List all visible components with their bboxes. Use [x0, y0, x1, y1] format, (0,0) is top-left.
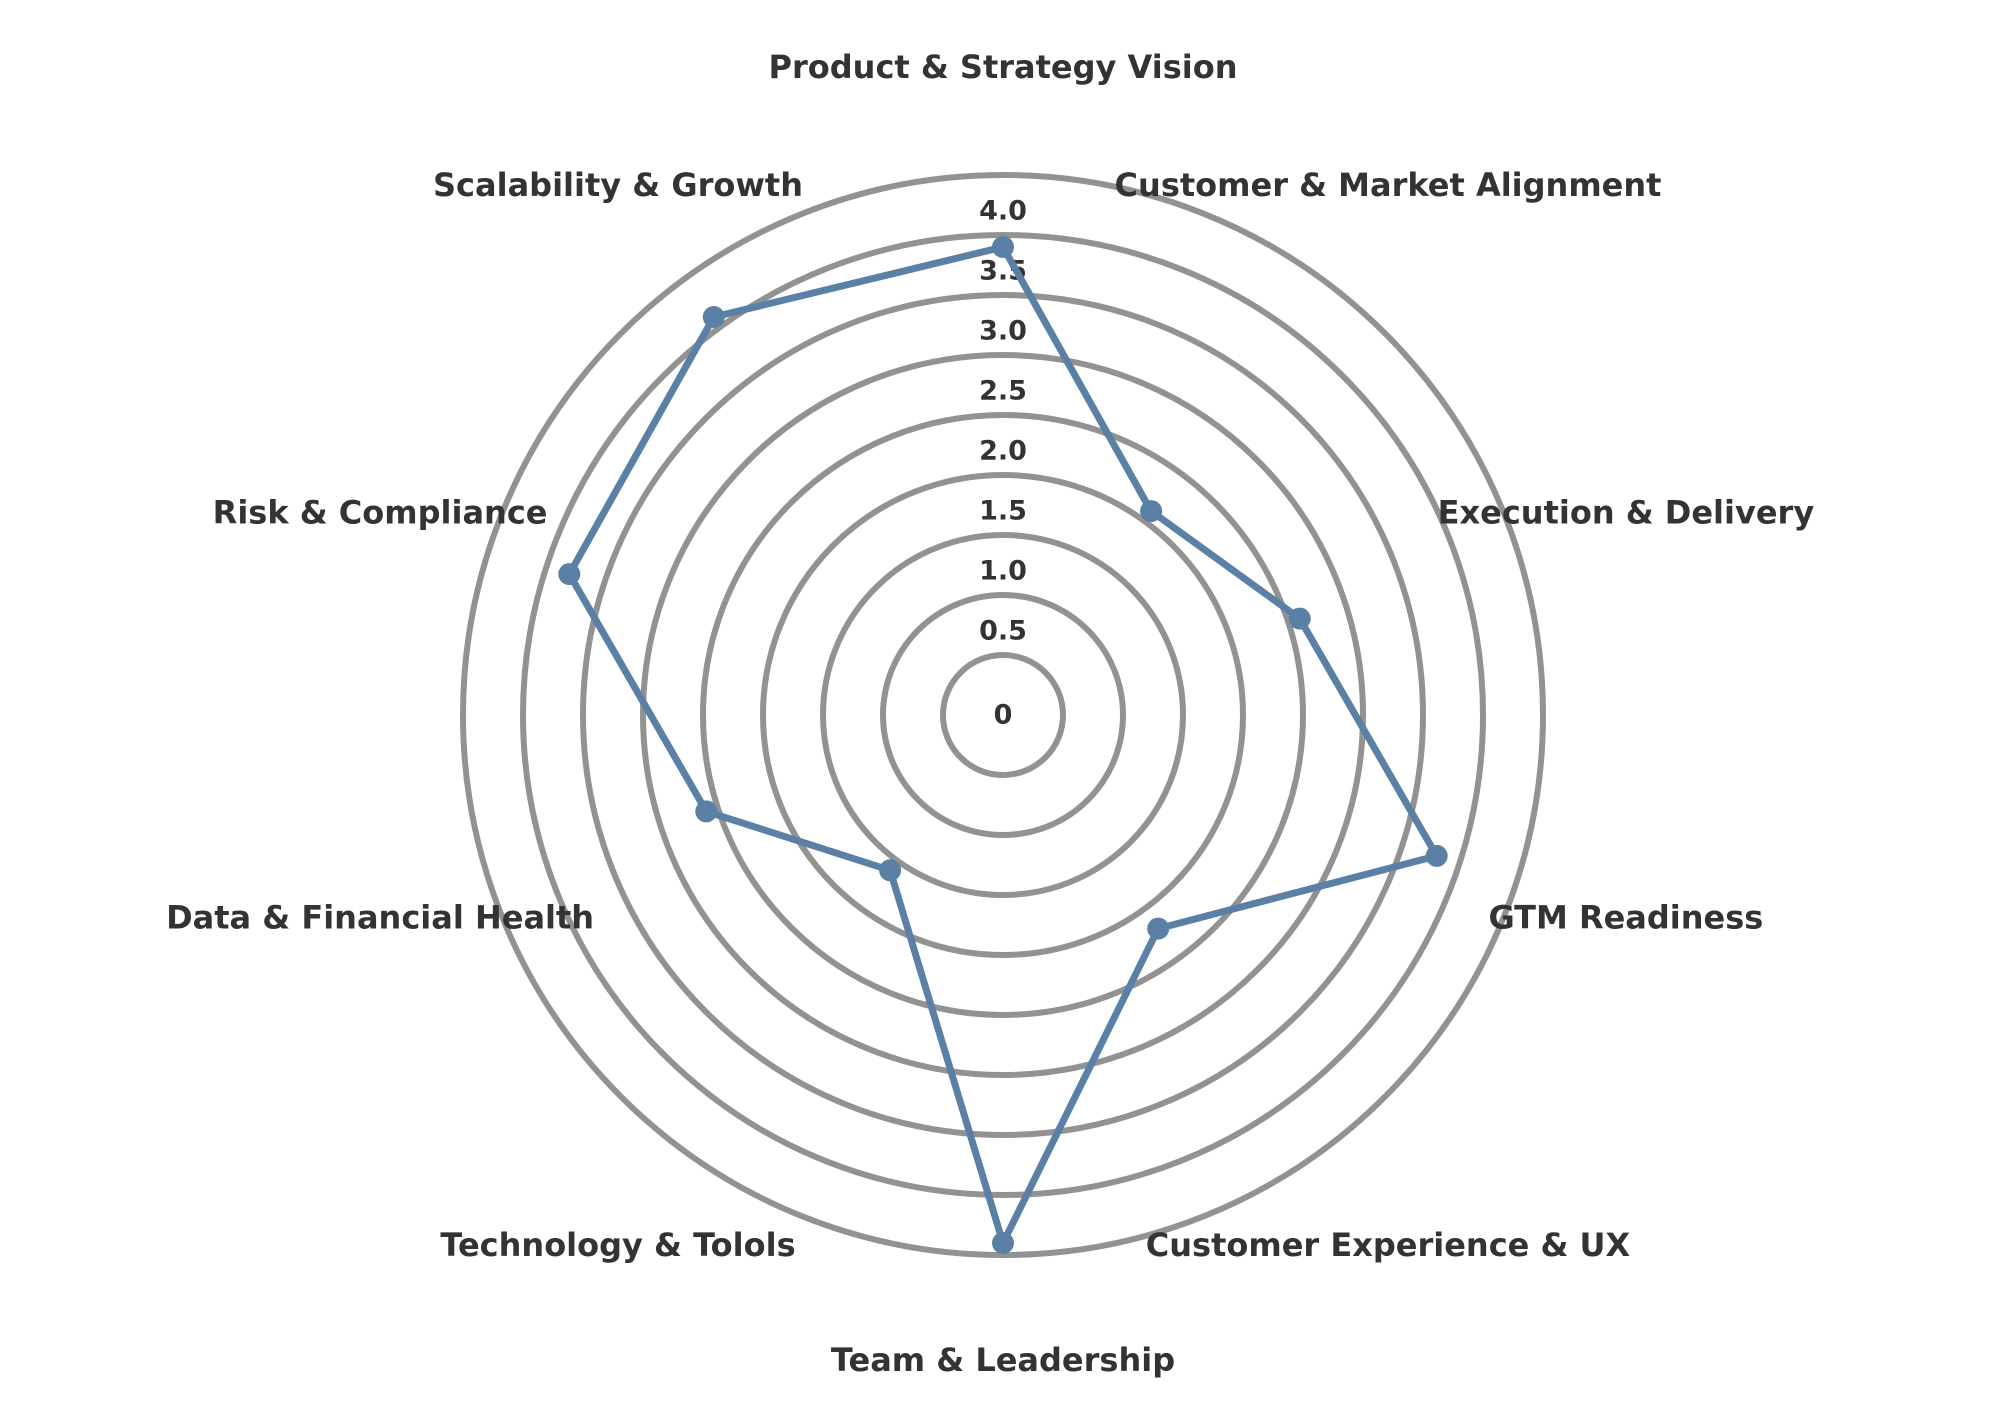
axis-label: Team & Leadership [831, 1341, 1175, 1379]
data-point [702, 306, 725, 328]
data-point [1425, 844, 1448, 867]
tick-label: 4.0 [979, 196, 1027, 227]
radar-grid-rings [460, 172, 1546, 1258]
grid-ring [760, 472, 1246, 958]
grid-ring [940, 652, 1066, 778]
data-point [695, 800, 718, 823]
axis-label: Customer & Market Alignment [1115, 166, 1662, 204]
tick-label: 0 [994, 700, 1013, 731]
radial-tick-labels: 00.51.01.52.02.53.03.54.0 [979, 196, 1027, 731]
grid-ring [640, 352, 1366, 1078]
tick-label: 1.0 [979, 556, 1027, 587]
axis-label: Technology & Tolols [440, 1226, 795, 1264]
grid-ring [700, 412, 1306, 1018]
axis-label: GTM Readiness [1488, 898, 1763, 936]
data-point [1288, 607, 1311, 630]
axis-label: Data & Financial Health [166, 898, 594, 936]
axis-label: Product & Strategy Vision [769, 48, 1238, 86]
series-group [558, 236, 1448, 1254]
axis-label: Execution & Delivery [1438, 494, 1815, 532]
tick-label: 3.0 [979, 316, 1027, 347]
axis-label: Customer Experience & UX [1146, 1226, 1631, 1264]
axis-label: Scalability & Growth [433, 166, 803, 204]
grid-ring [520, 232, 1486, 1198]
tick-label: 1.5 [979, 496, 1027, 527]
tick-label: 0.5 [979, 616, 1027, 647]
grid-ring [880, 592, 1126, 838]
grid-ring [460, 172, 1546, 1258]
data-point [1147, 917, 1170, 940]
data-point [1140, 500, 1163, 523]
axis-label: Risk & Compliance [213, 494, 548, 532]
grid-ring [820, 532, 1186, 898]
data-point [992, 1232, 1014, 1254]
data-point [879, 859, 902, 882]
data-point [558, 563, 581, 586]
grid-ring [580, 292, 1426, 1138]
axis-labels: Product & Strategy Vision Customer & Mark… [166, 48, 1814, 1379]
tick-label: 2.0 [979, 436, 1027, 467]
tick-label: 2.5 [979, 376, 1027, 407]
data-point [992, 236, 1014, 258]
